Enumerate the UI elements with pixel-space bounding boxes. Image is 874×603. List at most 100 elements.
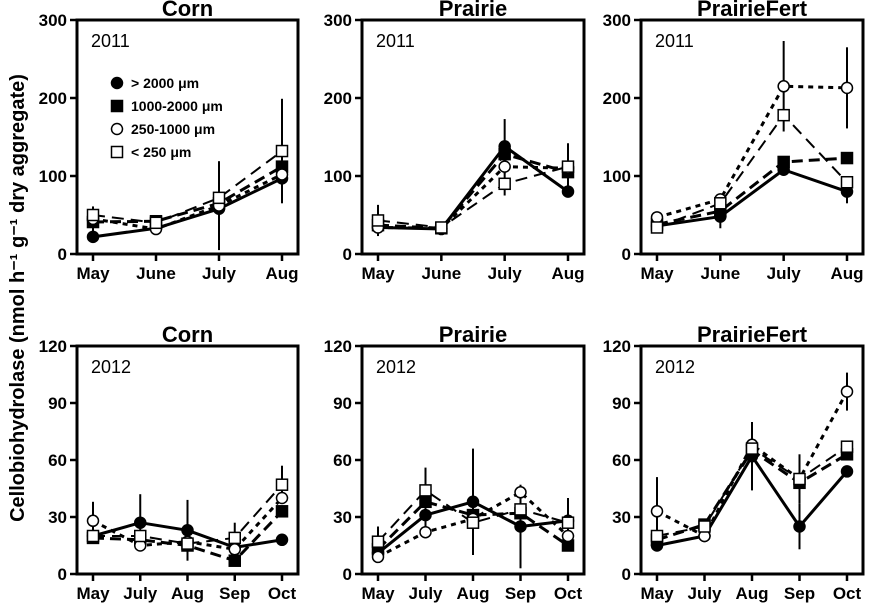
x-tick-label: Sep [784,584,815,603]
y-tick-label: 90 [333,394,352,413]
y-tick-label: 90 [48,394,67,413]
y-tick-label: 90 [612,394,631,413]
series-line [377,165,569,230]
y-tick-label: 300 [603,11,631,30]
data-point [86,230,100,244]
y-tick-label: 120 [603,337,631,356]
y-tick-label: 200 [603,89,631,108]
series-line [656,168,848,228]
chart-panel: Prairie 2011 0 100 200 300 May June July Aug [324,0,586,283]
data-point [840,465,854,478]
x-tick-label: May [76,264,110,283]
x-tick-label: June [136,264,176,283]
legend-label: 1000-2000 μm [131,98,223,114]
y-tick-label: 0 [343,245,352,264]
legend-label: < 250 μm [131,144,191,160]
x-tick-label: Oct [833,584,862,603]
series-line [656,156,848,226]
chart-title: PrairieFert [697,322,808,347]
data-point [514,486,527,499]
x-tick-label: Aug [830,264,863,283]
data-point [466,516,480,529]
y-tick-label: 0 [622,565,631,584]
series-line [656,84,848,219]
x-tick-label: Aug [265,264,298,283]
data-point [650,505,664,518]
series-line [377,144,569,231]
y-tick-label: 200 [39,89,67,108]
chart-panel: Prairie 2012 0 30 60 90 120 May July Aug Sep Oct [324,322,586,603]
y-tick-label: 0 [622,245,631,264]
y-tick-label: 120 [39,337,67,356]
data-point [498,147,511,161]
series-line [92,165,283,224]
data-point [650,529,664,543]
data-point [134,529,147,543]
data-point [212,191,226,205]
plot-frame [360,18,586,256]
data-point [561,160,575,173]
y-tick-label: 60 [48,451,67,470]
data-point [228,543,241,556]
y-tick-label: 0 [343,565,352,584]
year-label: 2012 [91,357,131,377]
x-tick-label: May [361,264,395,283]
data-point [650,211,664,224]
data-point [840,440,854,453]
data-point [371,550,385,564]
data-point [466,495,480,509]
data-point [181,524,194,537]
y-axis-label: Cellobiohydrolase (nmol h⁻¹ g⁻¹ dry aggr… [7,74,29,522]
x-tick-label: Aug [735,584,768,603]
series-line [376,500,569,551]
data-point [840,175,854,189]
legend-label: > 2000 μm [131,75,199,91]
data-point [840,81,854,95]
y-tick-label: 100 [603,167,631,186]
data-point [86,529,100,543]
y-tick-label: 0 [58,565,67,584]
legend-marker [110,99,124,113]
data-point [419,495,432,509]
data-point [514,520,527,533]
series-line [92,173,283,231]
year-label: 2011 [376,31,415,51]
x-tick-label: May [640,264,674,283]
chart-panel: Corn 2011 0 100 200 300 May June July Aug > 2000 μ… [39,0,300,283]
x-tick-label: July [408,584,443,603]
y-tick-label: 30 [333,508,352,527]
x-tick-label: Sep [219,584,250,603]
x-tick-label: Oct [268,584,297,603]
data-point [134,516,147,529]
series-line [377,152,569,230]
data-point [275,491,289,505]
data-point [561,516,575,529]
chart-title: Prairie [439,0,508,21]
chart-title: Prairie [439,322,508,347]
legend-marker [110,145,124,159]
x-tick-label: May [640,584,674,603]
data-point [275,505,289,518]
data-point [698,520,711,533]
data-point [498,177,511,191]
data-point [793,472,806,486]
data-point [419,484,432,497]
data-point [650,221,664,234]
x-tick-label: July [767,264,802,283]
x-tick-label: June [421,264,461,283]
x-tick-label: Sep [505,584,536,603]
plot-frame [75,18,300,256]
chart-panel: Corn 2012 0 30 60 90 120 May July Aug Sep Oct [39,322,300,603]
data-point [275,478,289,491]
legend-marker [110,76,124,90]
x-tick-label: Aug [171,584,204,603]
y-tick-label: 100 [39,167,67,186]
data-point [777,155,790,169]
year-label: 2012 [376,357,416,377]
data-point [275,168,289,181]
legend-label: 250-1000 μm [131,121,215,137]
y-tick-label: 100 [324,167,352,186]
y-tick-label: 30 [612,508,631,527]
